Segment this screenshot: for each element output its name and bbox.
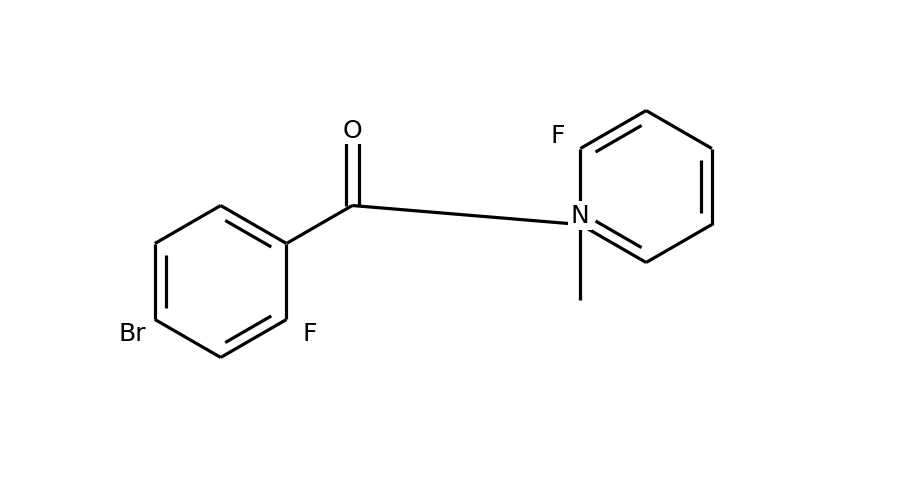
Text: F: F [302,321,316,345]
Text: Br: Br [118,321,145,345]
Text: O: O [342,118,362,142]
Text: F: F [550,124,564,148]
Text: N: N [571,204,589,228]
